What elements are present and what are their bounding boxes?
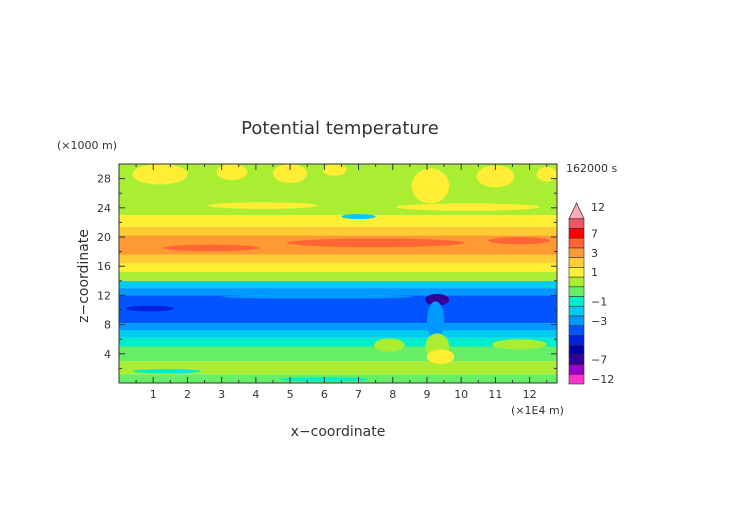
- colorbar-label: −12: [591, 373, 614, 386]
- y-tick-label: 24: [97, 202, 111, 215]
- colorbar-swatch: [568, 335, 585, 346]
- colorbar-swatch: [568, 247, 585, 258]
- contour-patch: [207, 202, 318, 209]
- contour-patch: [426, 301, 445, 340]
- y-tick-label: 8: [104, 319, 111, 332]
- colorbar-swatch: [568, 267, 585, 278]
- contour-band: [119, 337, 557, 347]
- contour-band: [119, 280, 557, 289]
- colorbar-swatch: [568, 305, 585, 317]
- x-tick-label: 9: [423, 388, 430, 401]
- colorbar-label: −1: [591, 295, 607, 308]
- contour-band: [119, 226, 557, 236]
- contour-band: [119, 330, 557, 338]
- contour-patch: [425, 293, 450, 306]
- y-tick-label: 12: [97, 289, 111, 302]
- colorbar-swatch: [568, 344, 585, 356]
- x-tick-label: 2: [184, 388, 191, 401]
- colorbar-label: 3: [591, 247, 598, 260]
- colorbar-swatch: [568, 315, 585, 326]
- y-tick-label: 16: [97, 260, 111, 273]
- colorbar-swatch: [568, 373, 585, 385]
- contour-patch: [411, 168, 450, 204]
- x-tick-label: 7: [355, 388, 362, 401]
- y-tick-label: 20: [97, 231, 111, 244]
- x-axis-label: x−coordinate: [291, 424, 386, 440]
- colorbar-swatch: [568, 237, 585, 249]
- contour-band: [119, 254, 557, 264]
- contour-band: [119, 288, 557, 296]
- contour-field: [119, 164, 557, 383]
- x-tick-label: 11: [488, 388, 502, 401]
- contour-patch: [426, 349, 455, 365]
- contour-patch: [491, 339, 547, 350]
- colorbar-swatch: [568, 286, 585, 297]
- contour-band: [119, 323, 557, 331]
- contour-patch: [476, 165, 515, 188]
- colorbar-label: 7: [591, 227, 598, 240]
- contour-patch: [125, 305, 174, 312]
- contour-patch: [272, 164, 308, 183]
- x-tick-label: 4: [252, 388, 259, 401]
- x-tick-label: 6: [321, 388, 328, 401]
- colorbar-swatch: [568, 325, 585, 336]
- contour-band: [119, 272, 557, 281]
- contour-patch: [488, 237, 551, 245]
- colorbar: −12 −7 −3 −1 1 3 7 12: [568, 201, 614, 386]
- plot-frame: [118, 163, 558, 384]
- colorbar-swatch: [568, 276, 585, 288]
- colorbar-swatch: [568, 257, 585, 268]
- x-tick-label: 1: [150, 388, 157, 401]
- contour-band: [119, 215, 557, 227]
- x-tick-label: 3: [218, 388, 225, 401]
- y-axis-label: z−coordinate: [76, 229, 92, 323]
- colorbar-swatch: [568, 354, 585, 365]
- x-tick-label: 10: [454, 388, 468, 401]
- contour-patch: [437, 363, 534, 371]
- contour-patch: [373, 338, 405, 352]
- y-unit-label: (×1000 m): [57, 139, 117, 152]
- y-tick-label: 28: [97, 173, 111, 186]
- x-tick-label: 12: [523, 388, 537, 401]
- contour-band: [119, 263, 557, 273]
- colorbar-swatch: [568, 218, 585, 229]
- colorbar-swatch: [568, 296, 585, 307]
- y-tick-label: 4: [104, 348, 111, 361]
- contour-patch: [341, 214, 376, 220]
- contour-patch: [163, 244, 260, 252]
- contour-patch: [132, 164, 188, 185]
- time-label: 162000 s: [566, 162, 617, 175]
- contour-patch: [132, 369, 202, 374]
- contour-patch: [216, 164, 248, 181]
- colorbar-label: 1: [591, 266, 598, 279]
- colorbar-label: −3: [591, 315, 607, 328]
- chart-title: Potential temperature: [241, 118, 439, 139]
- contour-band: [119, 295, 557, 324]
- contour-patch: [286, 238, 465, 248]
- colorbar-cap: [568, 202, 585, 220]
- contour-band: [119, 346, 557, 362]
- contour-patch: [221, 295, 414, 299]
- x-unit-label: (×1E4 m): [511, 404, 564, 417]
- contour-patch: [322, 164, 347, 176]
- contour-patch: [536, 166, 557, 182]
- colorbar-swatch: [568, 228, 585, 239]
- colorbar-swatch: [568, 364, 585, 375]
- x-tick-label: 8: [389, 388, 396, 401]
- contour-band: [119, 361, 557, 375]
- contour-patch: [396, 203, 540, 211]
- colorbar-label: −7: [591, 354, 607, 367]
- x-tick-label: 5: [287, 388, 294, 401]
- colorbar-label: 12: [591, 201, 605, 214]
